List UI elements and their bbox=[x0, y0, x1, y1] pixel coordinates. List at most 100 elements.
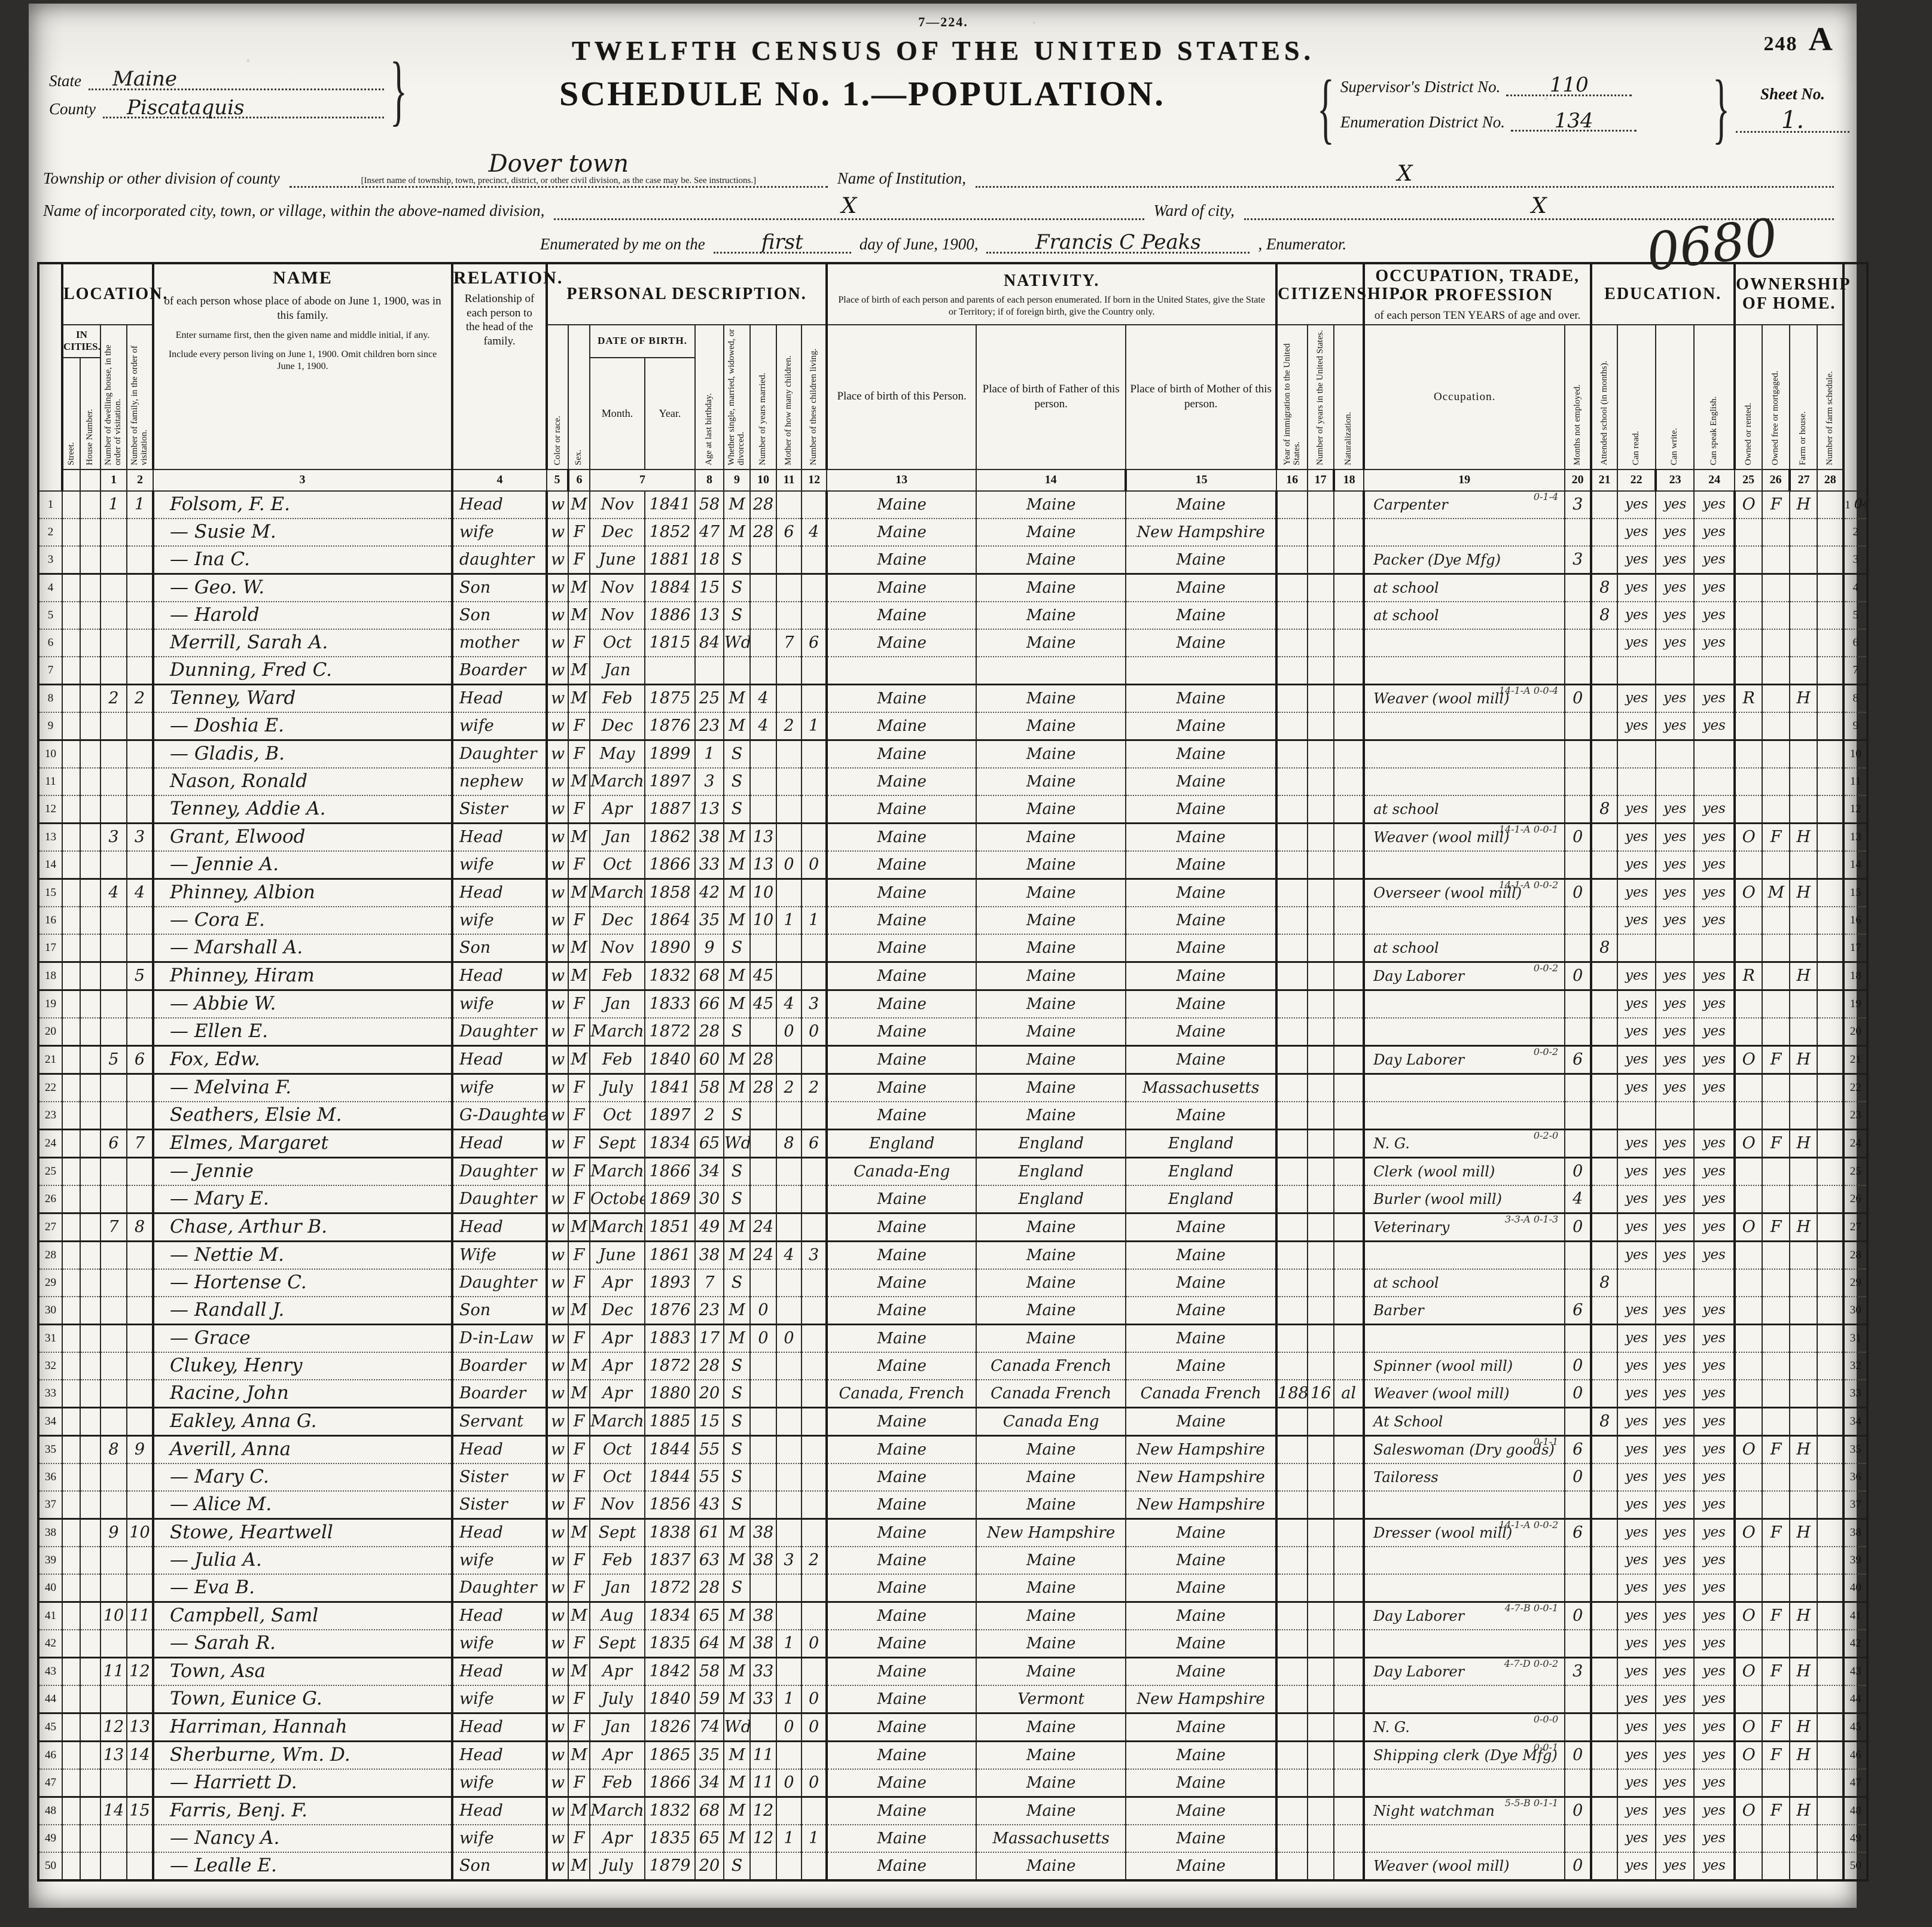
line-number: 15 bbox=[1842, 879, 1869, 907]
father-birthplace: Maine bbox=[976, 1490, 1127, 1520]
mother-birthplace: Maine bbox=[1125, 1713, 1278, 1742]
color: w bbox=[546, 1157, 569, 1186]
mother-birthplace: Maine bbox=[1125, 1629, 1278, 1658]
line-number: 21 bbox=[38, 1045, 63, 1075]
sex: F bbox=[568, 1074, 591, 1102]
age: 65 bbox=[694, 1129, 725, 1158]
naturalization bbox=[1333, 1741, 1365, 1770]
occupation bbox=[1363, 1546, 1566, 1575]
children-living: 3 bbox=[801, 1241, 828, 1270]
can-read bbox=[1617, 740, 1657, 769]
line-number: 9 bbox=[1842, 712, 1869, 741]
father-birthplace: Maine bbox=[976, 1629, 1127, 1658]
can-read: yes bbox=[1617, 990, 1657, 1019]
street bbox=[62, 1490, 81, 1520]
birth-year: 1897 bbox=[644, 767, 696, 796]
can-read: yes bbox=[1617, 1657, 1657, 1686]
years-in-us bbox=[1307, 545, 1335, 575]
enumerated-line: Enumerated by me on the first day of Jun… bbox=[37, 208, 1849, 283]
occupation: at school bbox=[1363, 934, 1566, 963]
years-in-us bbox=[1307, 1101, 1335, 1130]
immigration-year bbox=[1275, 490, 1309, 519]
naturalization bbox=[1333, 823, 1365, 852]
dwelling-number: 4 bbox=[100, 879, 127, 907]
farm-or-house: H bbox=[1789, 1797, 1818, 1825]
birth-month: March bbox=[589, 1017, 646, 1047]
person-name: — Melvina F. bbox=[152, 1074, 453, 1102]
years-married: 38 bbox=[749, 1602, 778, 1630]
owned-or-rented bbox=[1733, 545, 1763, 575]
naturalization bbox=[1333, 1296, 1365, 1325]
line-number: 38 bbox=[1842, 1519, 1869, 1547]
owned-or-rented bbox=[1733, 1379, 1763, 1408]
naturalization bbox=[1333, 1324, 1365, 1353]
children-living bbox=[801, 1463, 828, 1492]
enumerator-name: Francis C Peaks bbox=[986, 232, 1250, 254]
street bbox=[62, 656, 81, 685]
color: w bbox=[546, 1463, 569, 1492]
marital-status: M bbox=[723, 1296, 751, 1325]
mother-birthplace: Maine bbox=[1125, 601, 1278, 630]
can-write: yes bbox=[1655, 1379, 1695, 1408]
table-row: 2— Susie M. wife w F Dec 1852 47 M 28 6 4 Maine Main… bbox=[38, 518, 1869, 547]
years-in-us bbox=[1307, 629, 1335, 657]
table-row: 20— Ellen E. Daughter w F March 1872 28 S 0 0 Main… bbox=[38, 1017, 1869, 1047]
farm-schedule bbox=[1817, 490, 1845, 519]
father-birthplace: Maine bbox=[976, 1017, 1127, 1047]
birth-year: 1856 bbox=[644, 1490, 696, 1520]
farm-or-house bbox=[1789, 1490, 1818, 1520]
institution-label: Name of Institution, bbox=[837, 169, 967, 188]
line-number: 6 bbox=[38, 629, 63, 657]
relation: wife bbox=[451, 518, 548, 547]
farm-or-house: H bbox=[1789, 1519, 1818, 1547]
years-married bbox=[749, 1157, 778, 1186]
months-not-employed: 6 bbox=[1564, 1045, 1592, 1075]
marital-status: Wd bbox=[723, 1129, 751, 1158]
occupation-text: Carpenter bbox=[1373, 496, 1448, 513]
street bbox=[62, 850, 81, 880]
name-desc: of each person whose place of abode on J… bbox=[164, 294, 441, 322]
months-not-employed bbox=[1564, 629, 1592, 657]
occupation: at school bbox=[1363, 574, 1566, 602]
marital-status: M bbox=[723, 1074, 751, 1102]
dwelling-number bbox=[100, 1017, 127, 1047]
table-row: 36— Mary C. Sister w F Oct 1844 55 S Maine Maine N… bbox=[38, 1463, 1869, 1492]
owned-or-rented: O bbox=[1733, 1797, 1763, 1825]
years-married bbox=[749, 795, 778, 824]
relation: Son bbox=[451, 601, 548, 630]
street bbox=[62, 1017, 81, 1047]
occupation bbox=[1363, 850, 1566, 880]
enumerated-day: first bbox=[713, 232, 851, 254]
owned-or-rented bbox=[1733, 1352, 1763, 1380]
free-or-mortgaged bbox=[1762, 1241, 1791, 1270]
years-married: 13 bbox=[749, 850, 778, 880]
birth-year: 1884 bbox=[644, 574, 696, 602]
mother-birthplace: Maine bbox=[1125, 1269, 1278, 1297]
months-not-employed bbox=[1564, 1574, 1592, 1603]
table-row: 7 Dunning, Fred C. Boarder w M Jan 7 bbox=[38, 656, 1869, 685]
years-married: 0 bbox=[749, 1324, 778, 1353]
immigration-year bbox=[1275, 1407, 1309, 1437]
immigration-year bbox=[1275, 795, 1309, 824]
can-read: yes bbox=[1617, 1407, 1657, 1437]
column-number: 21 bbox=[1590, 468, 1619, 492]
farm-schedule bbox=[1817, 1574, 1845, 1603]
school-months bbox=[1590, 1685, 1619, 1714]
birth-month: Feb bbox=[589, 1045, 646, 1075]
line-number: 48 bbox=[1842, 1797, 1869, 1825]
free-or-mortgaged bbox=[1762, 1296, 1791, 1325]
table-row: 40— Eva B. Daughter w F Jan 1872 28 S Maine Maine… bbox=[38, 1574, 1869, 1603]
can-speak-english: yes bbox=[1693, 1741, 1736, 1770]
can-read: yes bbox=[1617, 1213, 1657, 1242]
person-name: — Sarah R. bbox=[152, 1629, 453, 1658]
father-birthplace: Maine bbox=[976, 879, 1127, 907]
relation: wife bbox=[451, 990, 548, 1019]
family-number bbox=[126, 1269, 154, 1297]
owned-or-rented: R bbox=[1733, 684, 1763, 713]
occupation: Barber bbox=[1363, 1296, 1566, 1325]
school-months bbox=[1590, 850, 1619, 880]
line-number: 44 bbox=[1842, 1685, 1869, 1714]
citizenship-group: CITIZENSHIP. bbox=[1275, 263, 1403, 325]
farm-schedule bbox=[1817, 962, 1845, 991]
years-in-us bbox=[1307, 1045, 1335, 1075]
